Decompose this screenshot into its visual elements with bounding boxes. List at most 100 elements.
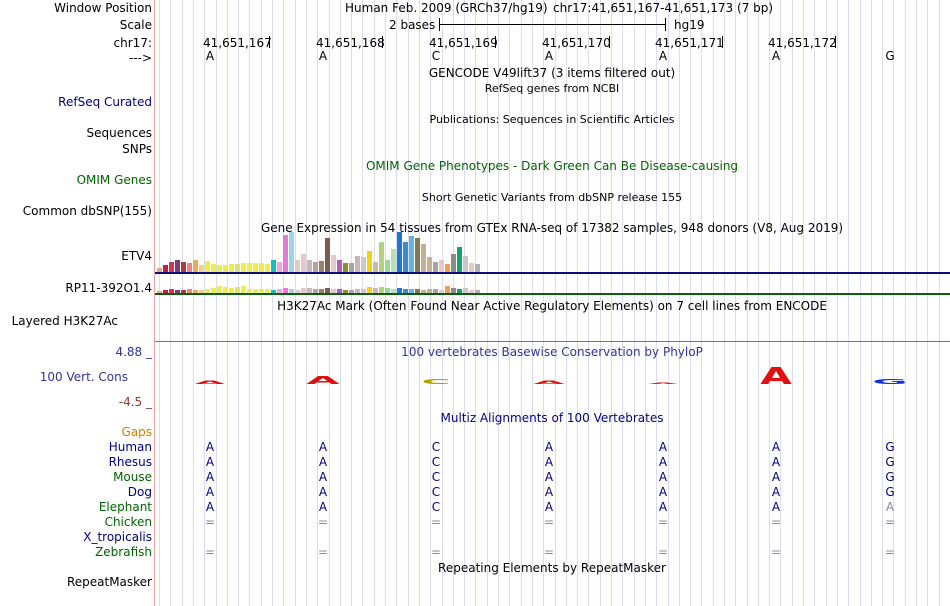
gtex-bar-rp11[interactable] — [337, 289, 343, 293]
gtex-bar-etv4[interactable] — [265, 264, 271, 272]
gtex-bar-rp11[interactable] — [373, 288, 379, 293]
browser-image-area[interactable]: Human Feb. 2009 (GRCh37/hg19) chr17:41,6… — [155, 0, 950, 606]
gtex-bar-rp11[interactable] — [229, 288, 235, 293]
gtex-bar-etv4[interactable] — [157, 268, 163, 272]
gtex-bar-etv4[interactable] — [457, 247, 463, 272]
gtex-bar-rp11[interactable] — [445, 286, 451, 293]
gtex-bar-etv4[interactable] — [211, 264, 217, 272]
species-label[interactable]: Human — [108, 440, 152, 454]
gtex-bar-etv4[interactable] — [175, 260, 181, 272]
refseq-track-label[interactable]: RefSeq Curated — [58, 95, 152, 109]
gtex-bar-rp11[interactable] — [433, 289, 439, 293]
species-label[interactable]: X_tropicalis — [83, 530, 152, 544]
gtex-bar-etv4[interactable] — [319, 261, 325, 272]
snps-track-label[interactable]: SNPs — [122, 142, 152, 156]
gtex-bar-etv4[interactable] — [415, 238, 421, 272]
species-label[interactable]: Mouse — [113, 470, 152, 484]
gtex-bar-etv4[interactable] — [223, 265, 229, 272]
gtex-bar-rp11[interactable] — [301, 288, 307, 293]
species-label[interactable]: Dog — [127, 485, 152, 499]
gtex-bar-etv4[interactable] — [199, 265, 205, 272]
species-label[interactable]: Rhesus — [108, 455, 152, 469]
gtex-bar-etv4[interactable] — [193, 260, 199, 272]
gtex-bar-rp11[interactable] — [397, 288, 403, 293]
multiz-track-title[interactable]: Multiz Alignments of 100 Vertebrates — [440, 411, 664, 425]
gtex-bar-rp11[interactable] — [319, 289, 325, 293]
gtex-bar-rp11[interactable] — [391, 289, 397, 293]
gtex-bar-etv4[interactable] — [373, 262, 379, 272]
gtex-bar-rp11[interactable] — [265, 289, 271, 293]
gtex-bar-rp11[interactable] — [331, 289, 337, 293]
chrom-label[interactable]: chr17: — [113, 36, 152, 50]
gtex-bar-etv4[interactable] — [379, 242, 385, 272]
gtex-bar-etv4[interactable] — [271, 260, 277, 272]
gtex-bar-rp11[interactable] — [277, 289, 283, 293]
dbsnp-track-title[interactable]: Short Genetic Variants from dbSNP releas… — [421, 191, 683, 204]
gtex-bar-rp11[interactable] — [385, 288, 391, 293]
gtex-bar-rp11[interactable] — [457, 289, 463, 293]
gtex-bar-etv4[interactable] — [403, 242, 409, 272]
gtex-bar-etv4[interactable] — [277, 262, 283, 272]
gtex-bar-etv4[interactable] — [283, 235, 289, 272]
gtex-bar-rp11[interactable] — [169, 289, 175, 293]
gtex-bar-rp11[interactable] — [193, 290, 199, 293]
cons-track-title[interactable]: 100 vertebrates Basewise Conservation by… — [401, 345, 703, 359]
gtex-bar-etv4[interactable] — [469, 263, 475, 272]
gtex-bar-etv4[interactable] — [421, 244, 427, 272]
gtex-bar-etv4[interactable] — [325, 238, 331, 272]
gtex-bar-etv4[interactable] — [247, 263, 253, 272]
gtex-gene-etv4-label[interactable]: ETV4 — [121, 249, 152, 263]
gtex-bar-etv4[interactable] — [301, 254, 307, 272]
gtex-bar-rp11[interactable] — [379, 287, 385, 293]
species-label[interactable]: Elephant — [98, 500, 152, 514]
cons-track-label[interactable]: 100 Vert. Cons — [39, 370, 128, 384]
gtex-bar-rp11[interactable] — [241, 286, 247, 293]
gtex-bar-rp11[interactable] — [307, 288, 313, 293]
gtex-bar-etv4[interactable] — [163, 265, 169, 272]
gtex-bar-etv4[interactable] — [463, 256, 469, 272]
gtex-bar-etv4[interactable] — [439, 260, 445, 272]
gtex-bar-rp11[interactable] — [343, 290, 349, 293]
gtex-bar-rp11[interactable] — [253, 289, 259, 293]
dbsnp-track-label[interactable]: Common dbSNP(155) — [22, 204, 152, 218]
gtex-bar-rp11[interactable] — [439, 290, 445, 293]
gtex-bar-rp11[interactable] — [223, 287, 229, 293]
gtex-bar-rp11[interactable] — [217, 286, 223, 293]
publications-track-title[interactable]: Publications: Sequences in Scientific Ar… — [429, 113, 675, 126]
gtex-bar-etv4[interactable] — [187, 263, 193, 272]
gtex-bar-etv4[interactable] — [253, 263, 259, 272]
gtex-bar-etv4[interactable] — [307, 260, 313, 272]
gtex-bar-etv4[interactable] — [367, 251, 373, 272]
gtex-bar-rp11[interactable] — [187, 289, 193, 293]
gtex-bar-rp11[interactable] — [349, 290, 355, 293]
h3k27ac-track-title[interactable]: H3K27Ac Mark (Often Found Near Active Re… — [277, 299, 827, 313]
gtex-bar-etv4[interactable] — [349, 263, 355, 272]
gtex-bar-etv4[interactable] — [181, 262, 187, 272]
species-label[interactable]: Zebrafish — [95, 545, 152, 559]
gtex-bar-etv4[interactable] — [475, 264, 481, 272]
strand-arrow-label[interactable]: ---> — [128, 51, 152, 65]
gtex-bar-etv4[interactable] — [229, 264, 235, 272]
gtex-bar-etv4[interactable] — [217, 265, 223, 272]
gtex-bar-rp11[interactable] — [283, 288, 289, 293]
gtex-bar-rp11[interactable] — [205, 289, 211, 293]
gtex-bar-etv4[interactable] — [355, 256, 361, 272]
gtex-bar-rp11[interactable] — [361, 289, 367, 293]
h3k27ac-track-label[interactable]: Layered H3K27Ac — [11, 314, 118, 328]
gtex-bar-rp11[interactable] — [367, 287, 373, 293]
sequences-track-label[interactable]: Sequences — [86, 126, 152, 140]
gtex-bar-etv4[interactable] — [343, 263, 349, 272]
repeatmasker-track-title[interactable]: Repeating Elements by RepeatMasker — [438, 561, 666, 575]
gtex-bar-etv4[interactable] — [409, 236, 415, 272]
gtex-bar-rp11[interactable] — [163, 290, 169, 293]
gtex-bar-rp11[interactable] — [211, 288, 217, 293]
gtex-bar-rp11[interactable] — [451, 288, 457, 293]
gtex-bar-rp11[interactable] — [259, 289, 265, 293]
gtex-bar-rp11[interactable] — [295, 290, 301, 293]
scale-label[interactable]: Scale — [119, 18, 152, 32]
window-position-label[interactable]: Window Position — [54, 1, 152, 15]
species-label[interactable]: Chicken — [104, 515, 152, 529]
gtex-bar-etv4[interactable] — [241, 263, 247, 272]
gtex-bar-rp11[interactable] — [247, 289, 253, 293]
omim-track-title[interactable]: OMIM Gene Phenotypes - Dark Green Can Be… — [365, 159, 739, 173]
